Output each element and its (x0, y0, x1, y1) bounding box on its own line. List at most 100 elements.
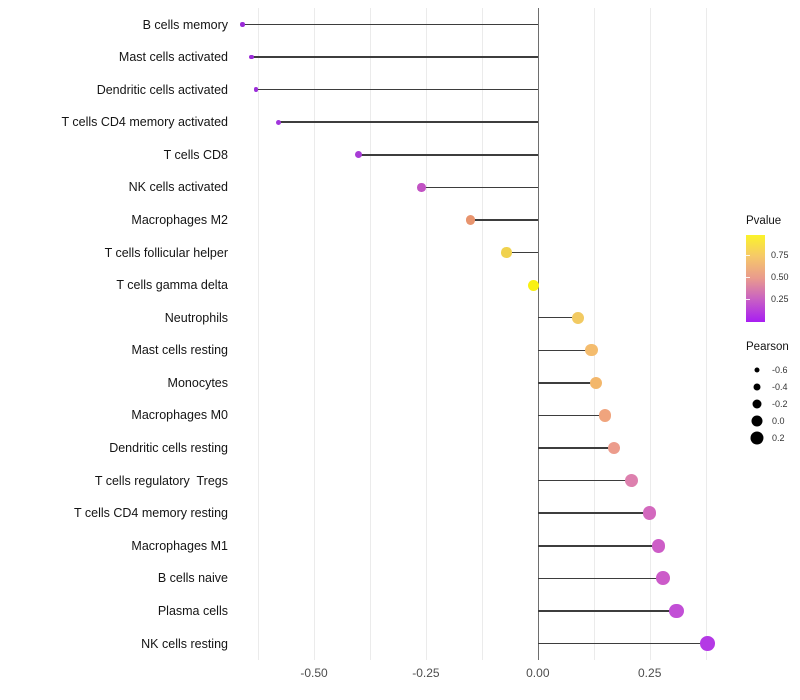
size-legend-label: 0.2 (772, 432, 785, 443)
size-legend-label: -0.6 (772, 364, 788, 375)
x-tick-label: 0.25 (638, 666, 662, 680)
lollipop-stem (278, 121, 538, 123)
data-point (275, 119, 281, 125)
lollipop-stem (251, 56, 538, 58)
category-label: T cells gamma delta (116, 278, 228, 293)
category-label: T cells CD4 memory activated (61, 115, 229, 130)
x-tick-label: -0.25 (412, 666, 440, 680)
category-label: Macrophages M1 (131, 538, 228, 553)
lollipop-stem (470, 219, 538, 221)
size-legend-item: 0.0 (746, 412, 800, 429)
gridline (425, 8, 427, 660)
category-label: NK cells resting (141, 636, 228, 651)
data-point (656, 571, 670, 586)
legend-pvalue-title: Pvalue (746, 215, 782, 227)
size-legend-dot (751, 415, 763, 426)
data-point (527, 279, 539, 291)
plot-panel (238, 8, 728, 660)
category-label: Macrophages M0 (131, 408, 228, 423)
size-legend-dot (752, 399, 762, 408)
data-point (598, 409, 612, 422)
category-label: Mast cells activated (118, 50, 228, 65)
data-point (240, 22, 245, 27)
legend-pearson-items: -0.6 -0.4 -0.2 0.0 0.2 (746, 361, 800, 446)
data-point (572, 311, 585, 324)
gridline (258, 8, 260, 660)
data-point (700, 636, 716, 651)
lollipop-stem (358, 154, 538, 156)
data-point (607, 441, 621, 455)
data-point (669, 603, 684, 618)
gridline (370, 8, 371, 660)
gridline (705, 8, 707, 660)
gridline (314, 8, 316, 660)
lollipop-stem (537, 382, 596, 384)
lollipop-stem (537, 349, 592, 352)
colorbar-tick (746, 276, 750, 278)
colorbar-tick-label: 0.75 (771, 250, 789, 260)
category-label: Mast cells resting (131, 343, 228, 358)
legend-pearson-title: Pearson (746, 341, 789, 353)
colorbar-tick-label: 0.25 (771, 293, 789, 304)
data-point (253, 87, 259, 92)
category-label: Dendritic cells resting (109, 441, 228, 456)
lollipop-stem (255, 88, 538, 91)
colorbar-tick-label: 0.50 (771, 271, 789, 282)
zero-reference-line (537, 8, 539, 660)
data-point (651, 538, 666, 553)
lollipop-stem (421, 186, 538, 189)
size-legend-item: 0.2 (746, 429, 800, 446)
category-label: T cells follicular helper (104, 245, 228, 260)
category-label: Dendritic cells activated (96, 82, 228, 97)
size-legend-dot (754, 367, 760, 372)
category-label: B cells naive (157, 571, 228, 586)
size-legend-label: 0.0 (772, 415, 785, 426)
legend-pearson: Pearson -0.6 -0.4 -0.2 0.0 0.2 (746, 341, 800, 446)
lollipop-stem (537, 479, 632, 482)
x-tick-label: -0.50 (300, 666, 328, 680)
category-label: T cells CD8 (163, 147, 228, 162)
category-label: B cells memory (142, 17, 228, 32)
pvalue-gradient-bar: 0.75 0.50 0.25 (746, 235, 789, 322)
size-legend-item: -0.4 (746, 378, 800, 395)
lollipop-stem (537, 316, 579, 319)
category-label: NK cells activated (128, 180, 228, 195)
lollipop-stem (537, 545, 659, 547)
lollipop-stem (537, 447, 614, 449)
category-label: T cells regulatory Tregs (94, 473, 228, 488)
data-point (355, 151, 363, 159)
lollipop-stem (537, 577, 664, 580)
gridline (649, 8, 651, 660)
category-label: Monocytes (167, 375, 228, 390)
data-point (625, 474, 639, 488)
colorbar-tick (746, 298, 750, 300)
data-point (465, 215, 476, 225)
size-legend-dot (750, 431, 764, 444)
lollipop-stem (537, 414, 605, 417)
data-point (249, 54, 254, 60)
lollipop-stem (537, 512, 650, 514)
data-point (417, 183, 426, 192)
gridline (481, 8, 483, 660)
size-legend-item: -0.2 (746, 395, 800, 412)
x-tick-label: 0.00 (526, 666, 550, 680)
lollipop-stem (242, 23, 538, 26)
size-legend-label: -0.4 (772, 381, 788, 392)
data-point (585, 344, 598, 357)
lollipop-stem (537, 610, 677, 612)
size-legend-dot (753, 383, 761, 390)
lollipop-stem (506, 251, 538, 254)
category-label: Neutrophils (164, 310, 228, 325)
x-axis: -0.50 -0.25 0.00 0.25 (0, 660, 800, 690)
data-point (642, 506, 657, 520)
data-point (501, 247, 512, 258)
category-label: T cells CD4 memory resting (74, 506, 228, 521)
category-label: Plasma cells (157, 603, 228, 618)
size-legend-item: -0.6 (746, 361, 800, 378)
category-label: Macrophages M2 (131, 212, 228, 227)
legend-pvalue: Pvalue 0.75 0.50 0.25 (746, 215, 800, 322)
y-axis-category-labels: B cells memory Mast cells activated Dendri… (0, 8, 229, 660)
data-point (589, 376, 603, 389)
colorbar-tick (746, 255, 750, 256)
